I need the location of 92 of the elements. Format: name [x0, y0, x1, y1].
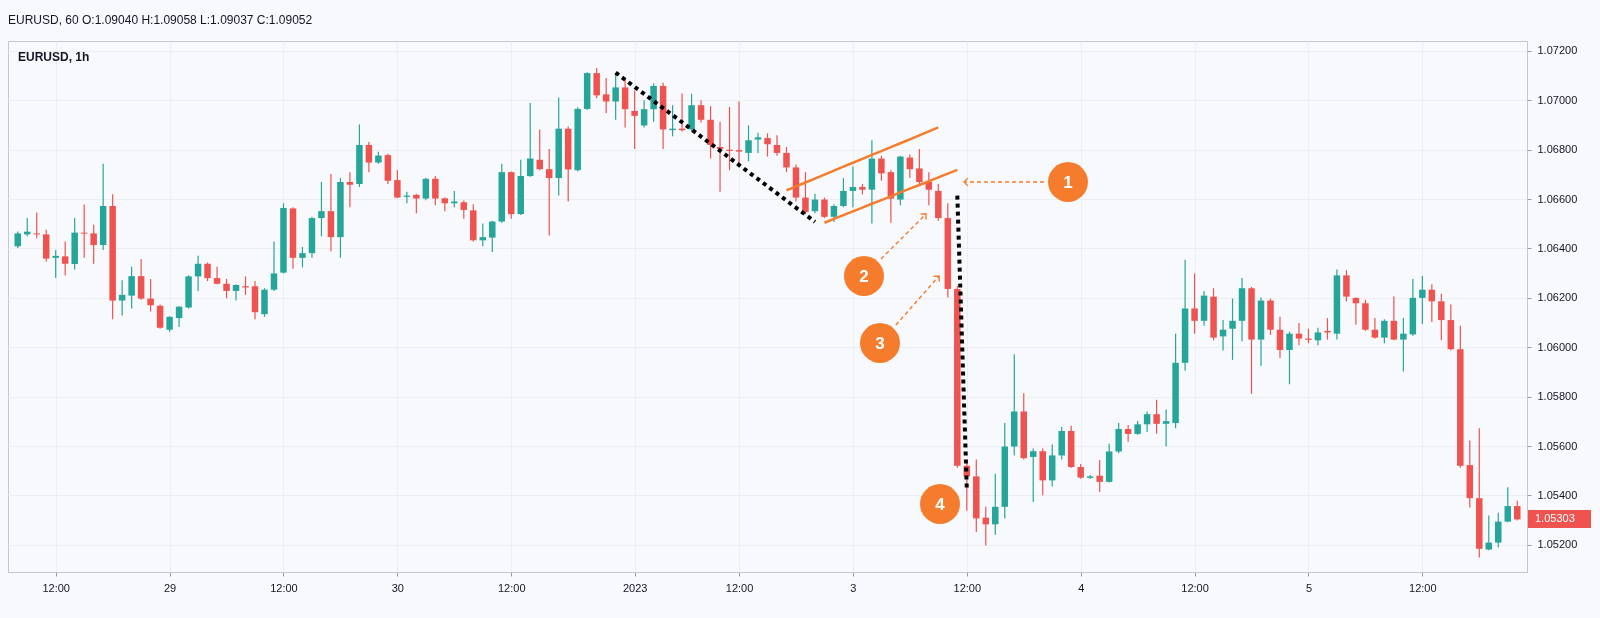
x-tick-label: 12:00	[1409, 581, 1437, 594]
candlestick	[1011, 353, 1018, 457]
candlestick	[745, 124, 752, 162]
annotation: 4	[935, 495, 946, 514]
y-tick-label: 1.05800	[1537, 390, 1578, 403]
y-tick-label: 1.06600	[1537, 192, 1578, 205]
candlestick	[470, 203, 477, 243]
candlestick	[356, 123, 363, 188]
x-tick-label: 29	[163, 581, 177, 594]
x-tick-label: 12:00	[1181, 581, 1209, 594]
y-tick-label: 1.05200	[1537, 538, 1578, 551]
chart-title: EURUSD, 60 O:1.09040 H:1.09058 L:1.09037 C:1.09052	[8, 13, 313, 27]
candlestick	[1172, 333, 1179, 429]
candlestick	[1514, 500, 1521, 521]
x-tick-label: 12:00	[725, 581, 754, 594]
candlestick	[489, 220, 496, 253]
candlestick	[508, 170, 515, 220]
annotation: 3	[875, 334, 885, 353]
candlestick	[1039, 447, 1046, 496]
y-tick-label: 1.05600	[1537, 439, 1578, 452]
candlestick	[1115, 422, 1122, 454]
candlestick	[1248, 286, 1255, 395]
candlestick	[840, 177, 847, 208]
y-tick-label: 1.05400	[1537, 488, 1578, 501]
candlestick	[1229, 298, 1236, 361]
candlestick	[1086, 474, 1094, 480]
candlestick	[517, 159, 524, 216]
candlestick	[318, 181, 325, 237]
line-series	[613, 70, 817, 224]
candlestick	[1191, 272, 1198, 335]
candlestick	[574, 106, 581, 172]
candlestick	[109, 193, 116, 320]
x-tick-label: 3	[850, 581, 857, 594]
y-tick-label: 1.06000	[1537, 340, 1578, 353]
candlestick	[261, 287, 268, 318]
candlestick	[394, 169, 401, 199]
x-tick-label: 12:00	[270, 581, 298, 594]
candlestick	[1400, 317, 1407, 373]
y-tick-label: 1.06400	[1537, 241, 1578, 254]
candlestick	[90, 224, 97, 265]
annotation: 2	[859, 267, 869, 286]
candlestick	[1495, 512, 1502, 549]
candlestick	[764, 132, 771, 158]
candlestick	[52, 249, 59, 279]
line-series	[823, 168, 959, 225]
x-tick-label: 4	[1078, 581, 1085, 594]
candlestick	[1457, 325, 1464, 469]
candlestick	[593, 67, 600, 99]
candlestick	[1020, 392, 1027, 460]
text: 1.05303	[1535, 512, 1575, 524]
candlestick	[299, 246, 306, 269]
y-tick-label: 1.07000	[1537, 93, 1578, 106]
candlestick	[1419, 275, 1426, 325]
candlestick	[612, 72, 619, 121]
x-tick-label: 12:00	[497, 581, 526, 594]
candlestick	[1476, 427, 1483, 559]
candlestick	[1058, 426, 1065, 460]
text: EURUSD, 1h	[18, 50, 90, 64]
candlestick	[204, 261, 211, 282]
candlestick	[1267, 298, 1274, 336]
candlestick	[1343, 269, 1350, 302]
x-tick-label: 12:00	[42, 581, 70, 594]
candlestick	[432, 175, 439, 206]
y-tick-label: 1.06200	[1537, 291, 1578, 304]
line-series	[785, 126, 940, 192]
candlestick	[916, 148, 923, 185]
x-tick-label: 12:00	[953, 581, 982, 594]
candlestick	[1438, 293, 1445, 341]
candlestick	[185, 274, 192, 310]
y-tick-label: 1.07200	[1537, 44, 1578, 57]
candlestick	[71, 217, 78, 271]
annotation: 1	[1063, 173, 1073, 192]
candlestick	[973, 458, 980, 533]
candlestick	[337, 177, 344, 259]
candlestick	[631, 90, 638, 150]
candlestick	[1210, 287, 1217, 341]
candlestick	[1362, 299, 1369, 332]
candlestick	[1153, 399, 1160, 435]
candlestick	[280, 202, 287, 275]
y-tick-label: 1.06800	[1537, 143, 1578, 156]
candlestick	[413, 193, 420, 214]
candlestick	[555, 96, 562, 197]
x-tick-label: 5	[1305, 581, 1313, 594]
candlestick	[1286, 331, 1293, 385]
x-tick-label: 30	[391, 581, 404, 594]
x-tick-label: 2023	[622, 581, 648, 594]
candlestick	[1096, 459, 1103, 493]
candlestick	[821, 196, 828, 219]
candlestick	[1381, 318, 1388, 344]
candlestick	[128, 266, 135, 310]
candlestick	[33, 211, 40, 239]
candlestick	[935, 183, 942, 222]
